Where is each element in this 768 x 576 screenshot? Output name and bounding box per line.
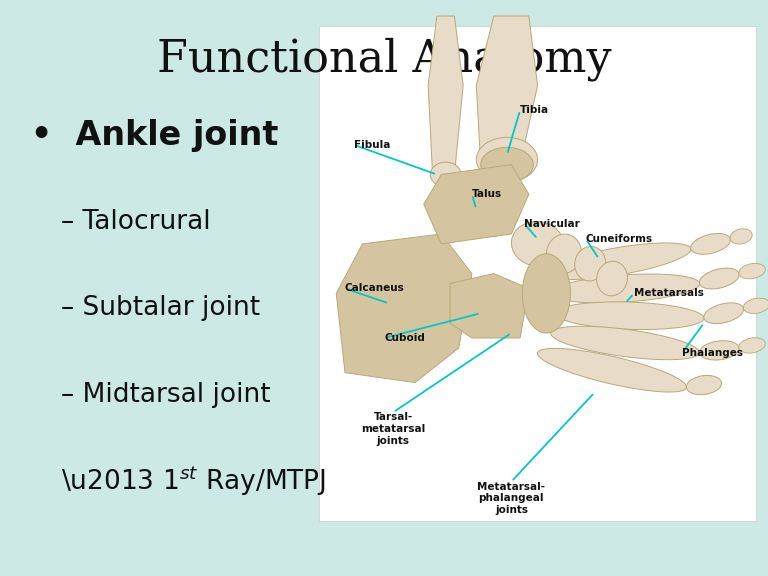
Ellipse shape (551, 326, 700, 359)
Ellipse shape (522, 254, 571, 333)
Polygon shape (476, 16, 538, 165)
Ellipse shape (730, 229, 752, 244)
Text: – Subtalar joint: – Subtalar joint (61, 295, 260, 321)
Ellipse shape (551, 274, 700, 303)
Polygon shape (428, 16, 463, 175)
Text: •  Ankle joint: • Ankle joint (31, 119, 278, 152)
Text: – Talocrural: – Talocrural (61, 209, 211, 235)
Ellipse shape (546, 243, 691, 279)
Text: Metatarsal-
phalangeal
joints: Metatarsal- phalangeal joints (478, 482, 545, 515)
Ellipse shape (430, 162, 461, 187)
Ellipse shape (690, 233, 730, 254)
Text: Tibia: Tibia (520, 105, 549, 115)
Ellipse shape (739, 338, 765, 353)
Ellipse shape (555, 302, 704, 329)
Text: Tarsal-
metatarsal
joints: Tarsal- metatarsal joints (361, 412, 425, 445)
Text: Cuboid: Cuboid (384, 333, 425, 343)
Polygon shape (424, 165, 529, 244)
Text: – Midtarsal joint: – Midtarsal joint (61, 381, 271, 408)
Ellipse shape (574, 247, 605, 281)
Polygon shape (336, 234, 472, 382)
Polygon shape (450, 274, 529, 338)
Text: Phalanges: Phalanges (682, 348, 743, 358)
Text: \u2013 1$^{st}$ Ray/MTPJ: \u2013 1$^{st}$ Ray/MTPJ (61, 464, 326, 498)
Ellipse shape (546, 234, 581, 274)
Ellipse shape (687, 376, 721, 395)
Ellipse shape (597, 262, 627, 296)
Text: Talus: Talus (472, 190, 502, 199)
Ellipse shape (481, 147, 533, 182)
Ellipse shape (700, 341, 739, 360)
Ellipse shape (739, 263, 765, 279)
Ellipse shape (743, 298, 768, 313)
Ellipse shape (476, 138, 538, 182)
Ellipse shape (700, 268, 739, 289)
Ellipse shape (341, 249, 463, 367)
Text: Navicular: Navicular (525, 219, 580, 229)
Text: Metatarsals: Metatarsals (634, 289, 703, 298)
Text: Calcaneus: Calcaneus (345, 283, 405, 293)
Text: Cuneiforms: Cuneiforms (586, 234, 653, 244)
Ellipse shape (538, 348, 687, 392)
Bar (319, 26, 756, 521)
Ellipse shape (511, 222, 564, 266)
Text: Functional Anatomy: Functional Anatomy (157, 37, 611, 81)
Ellipse shape (432, 172, 520, 237)
Ellipse shape (703, 303, 743, 324)
Text: Fibula: Fibula (354, 140, 390, 150)
